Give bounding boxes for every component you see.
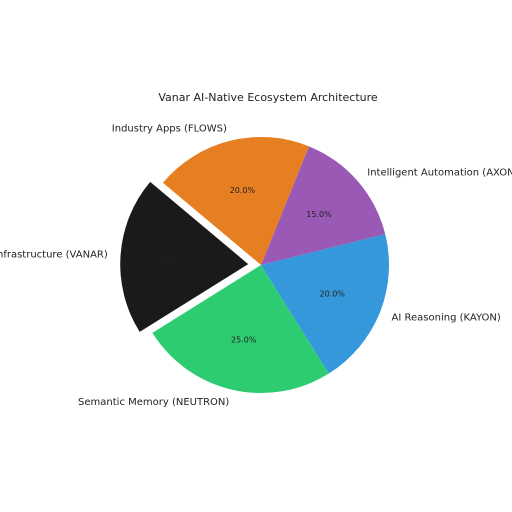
slice-label: AI Reasoning (KAYON) [392, 313, 501, 324]
pie-slice [261, 234, 389, 374]
slice-label: Semantic Memory (NEUTRON) [78, 397, 229, 408]
chart-title: Vanar AI-Native Ecosystem Architecture [158, 91, 378, 104]
value-label: 20.0% [159, 254, 185, 263]
pie-slice [120, 181, 249, 332]
slice-label: Industry Apps (FLOWS) [112, 123, 227, 134]
pie-slice [261, 146, 386, 265]
value-label: 20.0% [319, 289, 345, 298]
value-label: 15.0% [306, 210, 332, 219]
value-label: 25.0% [231, 335, 257, 344]
slice-label: Infrastructure (VANAR) [0, 249, 108, 260]
slice-label: Intelligent Automation (AXON) [367, 168, 512, 179]
value-label: 20.0% [230, 186, 256, 195]
pie-slice [152, 265, 329, 394]
pie-slice [162, 136, 309, 265]
